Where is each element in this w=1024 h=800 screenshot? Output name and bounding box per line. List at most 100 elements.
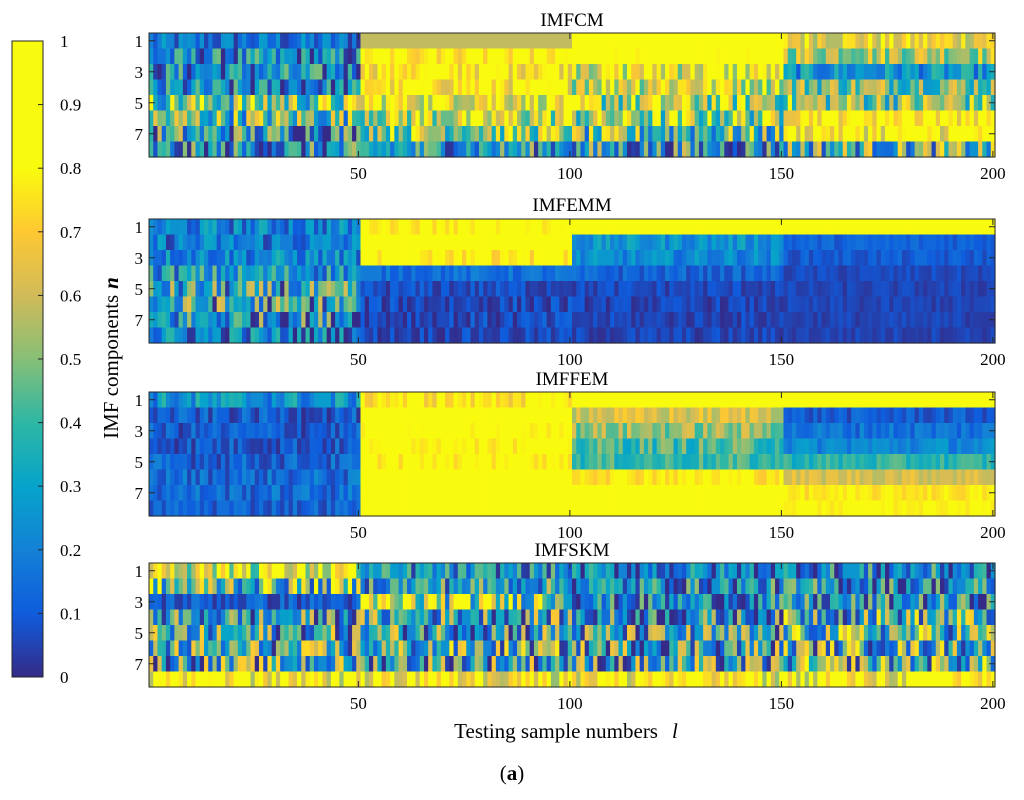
heatmap-cell [458, 392, 463, 408]
heatmap-cell [974, 423, 979, 439]
heatmap-cell [246, 235, 251, 251]
heatmap-cell [657, 501, 662, 517]
heatmap-cell [834, 470, 839, 486]
heatmap-cell [280, 281, 285, 297]
heatmap-cell [365, 297, 370, 313]
heatmap-cell [631, 439, 636, 455]
heatmap-cell [204, 328, 209, 344]
heatmap-cell [259, 485, 264, 501]
heatmap-cell [183, 439, 188, 455]
heatmap-cell [864, 281, 869, 297]
heatmap-cell [741, 501, 746, 517]
heatmap-cell [504, 126, 509, 142]
heatmap-cell [851, 126, 856, 142]
heatmap-cell [978, 95, 983, 111]
heatmap-cell [344, 501, 349, 517]
heatmap-cell [238, 219, 243, 235]
heatmap-cell [492, 111, 497, 127]
heatmap-cell [386, 328, 391, 344]
heatmap-cell [196, 408, 201, 424]
heatmap-cell [525, 111, 530, 127]
heatmap-cell [174, 126, 179, 142]
heatmap-cell [699, 33, 704, 49]
heatmap-cell [944, 470, 949, 486]
heatmap-cell [267, 266, 272, 282]
heatmap-cell [183, 501, 188, 517]
heatmap-cell [957, 281, 962, 297]
heatmap-cell [640, 111, 645, 127]
heatmap-cell [475, 408, 480, 424]
heatmap-cell [948, 439, 953, 455]
heatmap-cell [403, 408, 408, 424]
heatmap-cell [221, 219, 226, 235]
heatmap-cell [399, 423, 404, 439]
heatmap-cell [593, 312, 598, 328]
heatmap-cell [741, 423, 746, 439]
heatmap-cell [644, 250, 649, 266]
heatmap-cell [157, 235, 162, 251]
heatmap-cell [733, 439, 738, 455]
heatmap-cell [284, 392, 289, 408]
heatmap-cell [399, 501, 404, 517]
heatmap-cell [619, 266, 624, 282]
heatmap-cell [809, 485, 814, 501]
heatmap-cell [822, 485, 827, 501]
heatmap-cell [547, 219, 552, 235]
heatmap-cell [470, 328, 475, 344]
heatmap-cell [932, 392, 937, 408]
heatmap-cell [881, 111, 886, 127]
heatmap-cell [974, 33, 979, 49]
heatmap-cell [310, 64, 315, 80]
heatmap-cell [716, 250, 721, 266]
heatmap-cell [407, 408, 412, 424]
heatmap-cell [289, 80, 294, 96]
heatmap-cell [902, 439, 907, 455]
heatmap-cell [492, 563, 497, 579]
heatmap-cell [377, 64, 382, 80]
heatmap-cell [280, 297, 285, 313]
heatmap-cell [530, 328, 535, 344]
heatmap-cell [597, 501, 602, 517]
heatmap-cell [843, 328, 848, 344]
heatmap-cell [382, 454, 387, 470]
heatmap-cell [585, 439, 590, 455]
heatmap-cell [657, 80, 662, 96]
heatmap-cell [792, 64, 797, 80]
heatmap-cell [284, 111, 289, 127]
heatmap-cell [881, 266, 886, 282]
heatmap-cell [792, 266, 797, 282]
heatmap-cell [729, 80, 734, 96]
heatmap-cell [314, 281, 319, 297]
heatmap-cell [775, 408, 780, 424]
heatmap-cell [940, 392, 945, 408]
heatmap-cell [149, 439, 154, 455]
heatmap-cell [754, 49, 759, 65]
x-tick-label: 50 [350, 523, 367, 542]
heatmap-cell [179, 33, 184, 49]
heatmap-cell [919, 423, 924, 439]
heatmap-cell [449, 235, 454, 251]
heatmap-cell [585, 312, 590, 328]
heatmap-cell [174, 408, 179, 424]
heatmap-cell [411, 312, 416, 328]
heatmap-cell [259, 470, 264, 486]
heatmap-cell [597, 328, 602, 344]
heatmap-cell [479, 470, 484, 486]
heatmap-cell [246, 126, 251, 142]
heatmap-cell [602, 95, 607, 111]
heatmap-cell [910, 219, 915, 235]
heatmap-cell [826, 312, 831, 328]
heatmap-cell [551, 408, 556, 424]
heatmap-cell [513, 142, 518, 158]
heatmap-cell [669, 485, 674, 501]
heatmap-cell [606, 219, 611, 235]
heatmap-cell [644, 33, 649, 49]
heatmap-cell [703, 142, 708, 158]
heatmap-cell [674, 33, 679, 49]
heatmap-cell [327, 49, 332, 65]
heatmap-cell [682, 250, 687, 266]
heatmap-cell [707, 80, 712, 96]
heatmap-cell [179, 470, 184, 486]
heatmap-cell [669, 126, 674, 142]
heatmap-cell [669, 297, 674, 313]
